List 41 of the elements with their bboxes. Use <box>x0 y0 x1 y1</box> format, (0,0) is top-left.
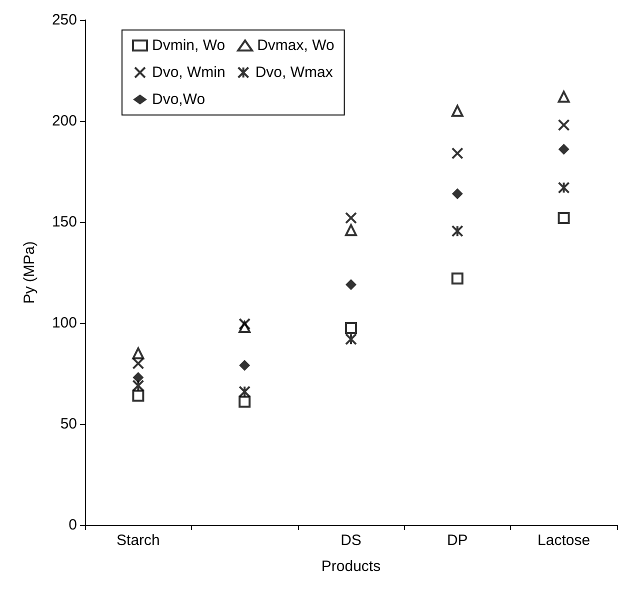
point <box>451 147 464 160</box>
point <box>558 182 570 194</box>
point <box>451 225 464 238</box>
point <box>558 119 570 132</box>
point <box>132 380 144 392</box>
legend-label: Dvmin, Wo <box>152 37 226 54</box>
y-tick-label: 100 <box>52 314 77 332</box>
point <box>238 386 251 398</box>
point <box>452 188 463 200</box>
point <box>451 104 464 117</box>
x-tick-label: DS <box>340 532 362 549</box>
x-tick-label: Lactose <box>538 532 590 549</box>
point <box>132 347 144 360</box>
x-axis-title: Products <box>321 558 381 575</box>
point <box>345 333 357 346</box>
y-tick-label: 200 <box>52 112 77 130</box>
point <box>238 318 251 330</box>
point <box>238 396 251 408</box>
point <box>558 212 570 224</box>
y-tick-label: 250 <box>52 12 77 28</box>
point <box>132 372 144 384</box>
legend-label: Dvo,Wo <box>152 91 206 108</box>
point <box>132 357 144 370</box>
y-tick-label: 50 <box>60 416 77 432</box>
legend-label: Dvmax, Wo <box>257 37 334 54</box>
y-tick-label: 150 <box>52 214 77 230</box>
point <box>239 360 250 371</box>
x-tick-label: DP <box>446 532 468 549</box>
legend-label: Dvo, Wmax <box>255 64 334 81</box>
y-tick-label: 0 <box>68 516 77 534</box>
point <box>558 90 570 103</box>
x-tick-label: Starch <box>116 532 160 549</box>
point <box>346 279 356 290</box>
point <box>132 390 144 402</box>
point <box>451 272 464 285</box>
point <box>345 322 357 334</box>
point <box>558 144 570 155</box>
y-axis-title: Py (MPa) <box>21 241 38 304</box>
legend-label: Dvo, Wmin <box>152 64 226 81</box>
point <box>345 212 357 224</box>
point <box>345 224 357 236</box>
